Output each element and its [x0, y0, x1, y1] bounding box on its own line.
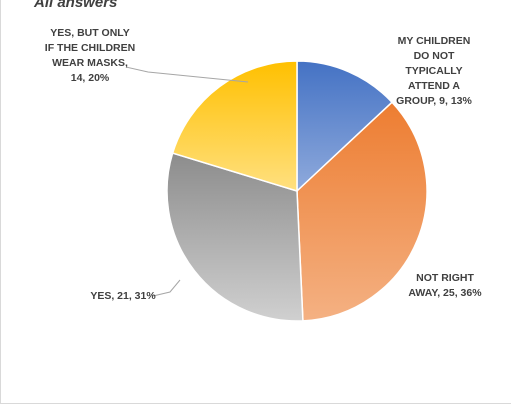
data-label-line: GROUP, 9, 13% [396, 95, 472, 107]
data-label-line: 14, 20% [71, 72, 110, 84]
pie-slice [296, 101, 428, 322]
data-label-line: WEAR MASKS, [52, 57, 128, 69]
pie-slice [166, 152, 304, 322]
data-label-line: ATTEND A [408, 80, 460, 92]
leader-line [152, 279, 181, 297]
data-label-line: MY CHILDREN [398, 35, 471, 47]
data-label: NOT RIGHT AWAY, 25, 36% [408, 272, 482, 299]
leader-line [125, 66, 249, 83]
pie-slice [296, 60, 394, 193]
data-label-line: NOT RIGHT [416, 272, 474, 284]
data-label: YES, BUT ONLY IF THE CHILDREN WEAR MASKS, 1… [45, 27, 135, 84]
data-label-line: TYPICALLY [405, 65, 462, 77]
data-label-line: IF THE CHILDREN [45, 42, 135, 54]
chart-title: All answers [34, 0, 118, 11]
data-label-line: DO NOT [414, 50, 455, 62]
pie-slice [171, 60, 298, 193]
data-label-line: YES, 21, 31% [90, 290, 156, 302]
data-label-line: AWAY, 25, 36% [408, 287, 482, 299]
data-label-line: YES, BUT ONLY [50, 27, 130, 39]
data-label: YES, 21, 31% [90, 290, 156, 302]
data-label: MY CHILDREN DO NOT TYPICALLY ATTEND A GROUP,… [396, 35, 472, 107]
